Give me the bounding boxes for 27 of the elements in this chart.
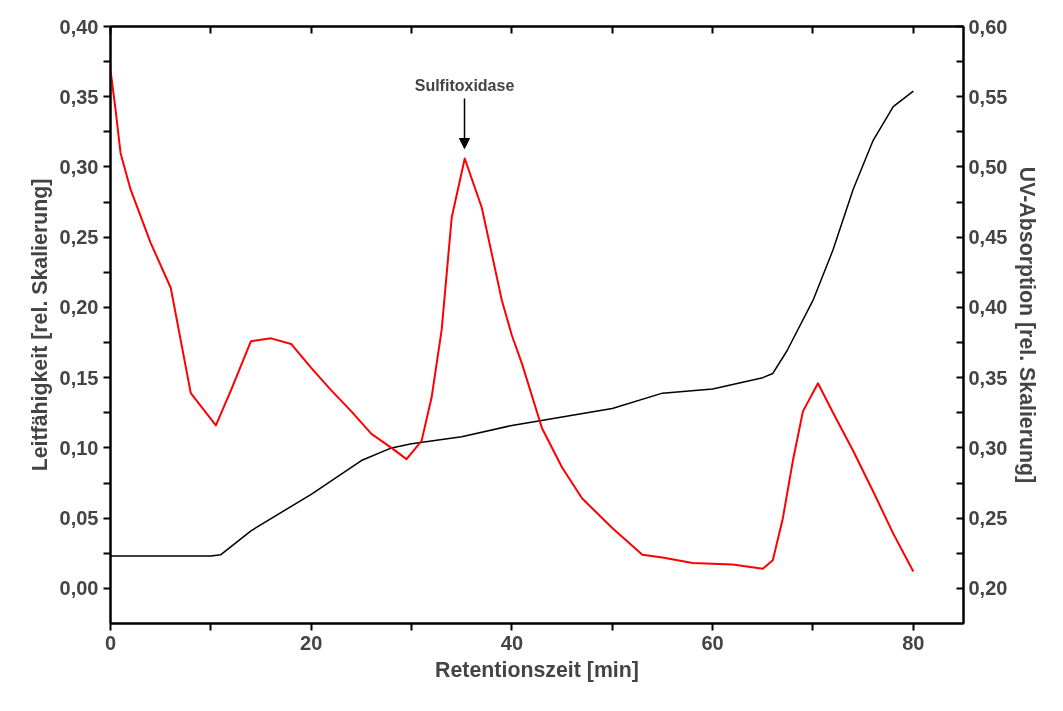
x-tick-label: 40 [500,631,524,654]
x-axis-title: Retentionszeit [min] [435,657,639,682]
x-tick-label: 80 [902,631,925,654]
x-tick-label: 0 [104,631,117,654]
y2-tick-label: 0,30 [968,436,1008,459]
y-tick-label: 0,00 [59,577,99,600]
y2-tick-label: 0,60 [968,15,1008,38]
y2-tick-label: 0,55 [968,85,1008,108]
y-tick-label: 0,10 [59,436,99,459]
y2-tick-label: 0,50 [968,155,1008,178]
y-tick-label: 0,20 [59,296,99,319]
y-tick-label: 0,05 [59,507,99,530]
y2-tick-label: 0,40 [968,296,1008,319]
x-tick-label: 60 [701,631,724,654]
y-tick-label: 0,40 [59,15,99,38]
y2-tick-label: 0,35 [968,366,1008,389]
y-tick-label: 0,15 [59,366,99,389]
annotation: Sulfitoxidase [414,76,515,94]
y2-axis-title: UV-Absorption [rel. Skalierung] [1015,166,1040,484]
y-tick-label: 0,35 [59,85,99,108]
y-tick-label: 0,30 [59,155,99,178]
y-axis-title: Leitfähigkeit [rel. Skalierung] [27,178,52,472]
y2-tick-label: 0,20 [968,577,1008,600]
x-tick-label: 20 [300,631,323,654]
y2-tick-label: 0,45 [968,226,1008,249]
y-tick-label: 0,25 [59,226,99,249]
y2-tick-label: 0,25 [968,507,1008,530]
